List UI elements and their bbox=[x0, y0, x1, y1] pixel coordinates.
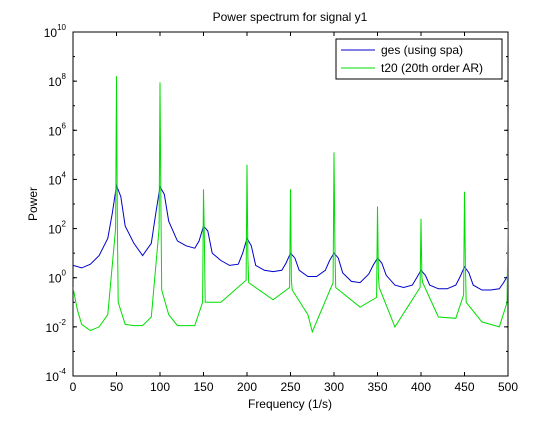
x-tick-label: 50 bbox=[110, 380, 124, 394]
y-tick-base: 10 bbox=[46, 370, 60, 384]
series-line-t20 bbox=[73, 76, 508, 334]
y-tick-exponent: 4 bbox=[62, 170, 67, 179]
y-axis-label: Power bbox=[26, 187, 40, 221]
y-tick-label: 10-2 bbox=[46, 318, 67, 335]
legend-label-ges: ges (using spa) bbox=[381, 43, 463, 57]
x-tick-label: 200 bbox=[237, 380, 257, 394]
y-tick-exponent: 10 bbox=[57, 23, 66, 32]
x-tick-label: 500 bbox=[498, 380, 518, 394]
x-ticks: 0 50 100 150 200 250 300 350 400 450 500 bbox=[70, 32, 518, 394]
legend: ges (using spa) t20 (20th order AR) bbox=[335, 38, 503, 80]
x-tick-label: 0 bbox=[70, 380, 77, 394]
chart-title: Power spectrum for signal y1 bbox=[213, 10, 368, 24]
x-tick-label: 300 bbox=[324, 380, 344, 394]
x-tick-label: 100 bbox=[150, 380, 170, 394]
y-tick-label: 100 bbox=[48, 269, 66, 286]
y-tick-label: 10-4 bbox=[46, 367, 67, 384]
y-tick-base: 10 bbox=[48, 272, 62, 286]
y-tick-base: 10 bbox=[48, 173, 62, 187]
y-tick-base: 10 bbox=[48, 124, 62, 138]
x-tick-label: 150 bbox=[193, 380, 213, 394]
y-tick-exponent: 6 bbox=[62, 121, 67, 130]
y-tick-exponent: -4 bbox=[59, 367, 67, 376]
y-tick-label: 108 bbox=[48, 72, 66, 89]
y-tick-base: 10 bbox=[48, 223, 62, 237]
y-tick-exponent: 2 bbox=[62, 220, 67, 229]
x-tick-label: 350 bbox=[367, 380, 387, 394]
x-tick-label: 400 bbox=[411, 380, 431, 394]
y-tick-base: 10 bbox=[46, 321, 60, 335]
y-tick-label: 106 bbox=[48, 121, 66, 138]
legend-box bbox=[335, 38, 503, 80]
y-tick-exponent: 0 bbox=[62, 269, 67, 278]
y-tick-label: 102 bbox=[48, 220, 66, 237]
x-tick-label: 450 bbox=[454, 380, 474, 394]
x-tick-label: 250 bbox=[280, 380, 300, 394]
y-tick-exponent: 8 bbox=[62, 72, 67, 81]
legend-label-t20: t20 (20th order AR) bbox=[381, 61, 483, 75]
y-tick-label: 104 bbox=[48, 170, 66, 187]
y-tick-base: 10 bbox=[48, 75, 62, 89]
series-line-ges bbox=[73, 183, 508, 291]
x-axis-label: Frequency (1/s) bbox=[248, 397, 332, 411]
y-tick-exponent: -2 bbox=[59, 318, 67, 327]
y-tick-base: 10 bbox=[44, 26, 58, 40]
series-lines bbox=[73, 76, 508, 334]
y-tick-label: 1010 bbox=[44, 23, 67, 40]
